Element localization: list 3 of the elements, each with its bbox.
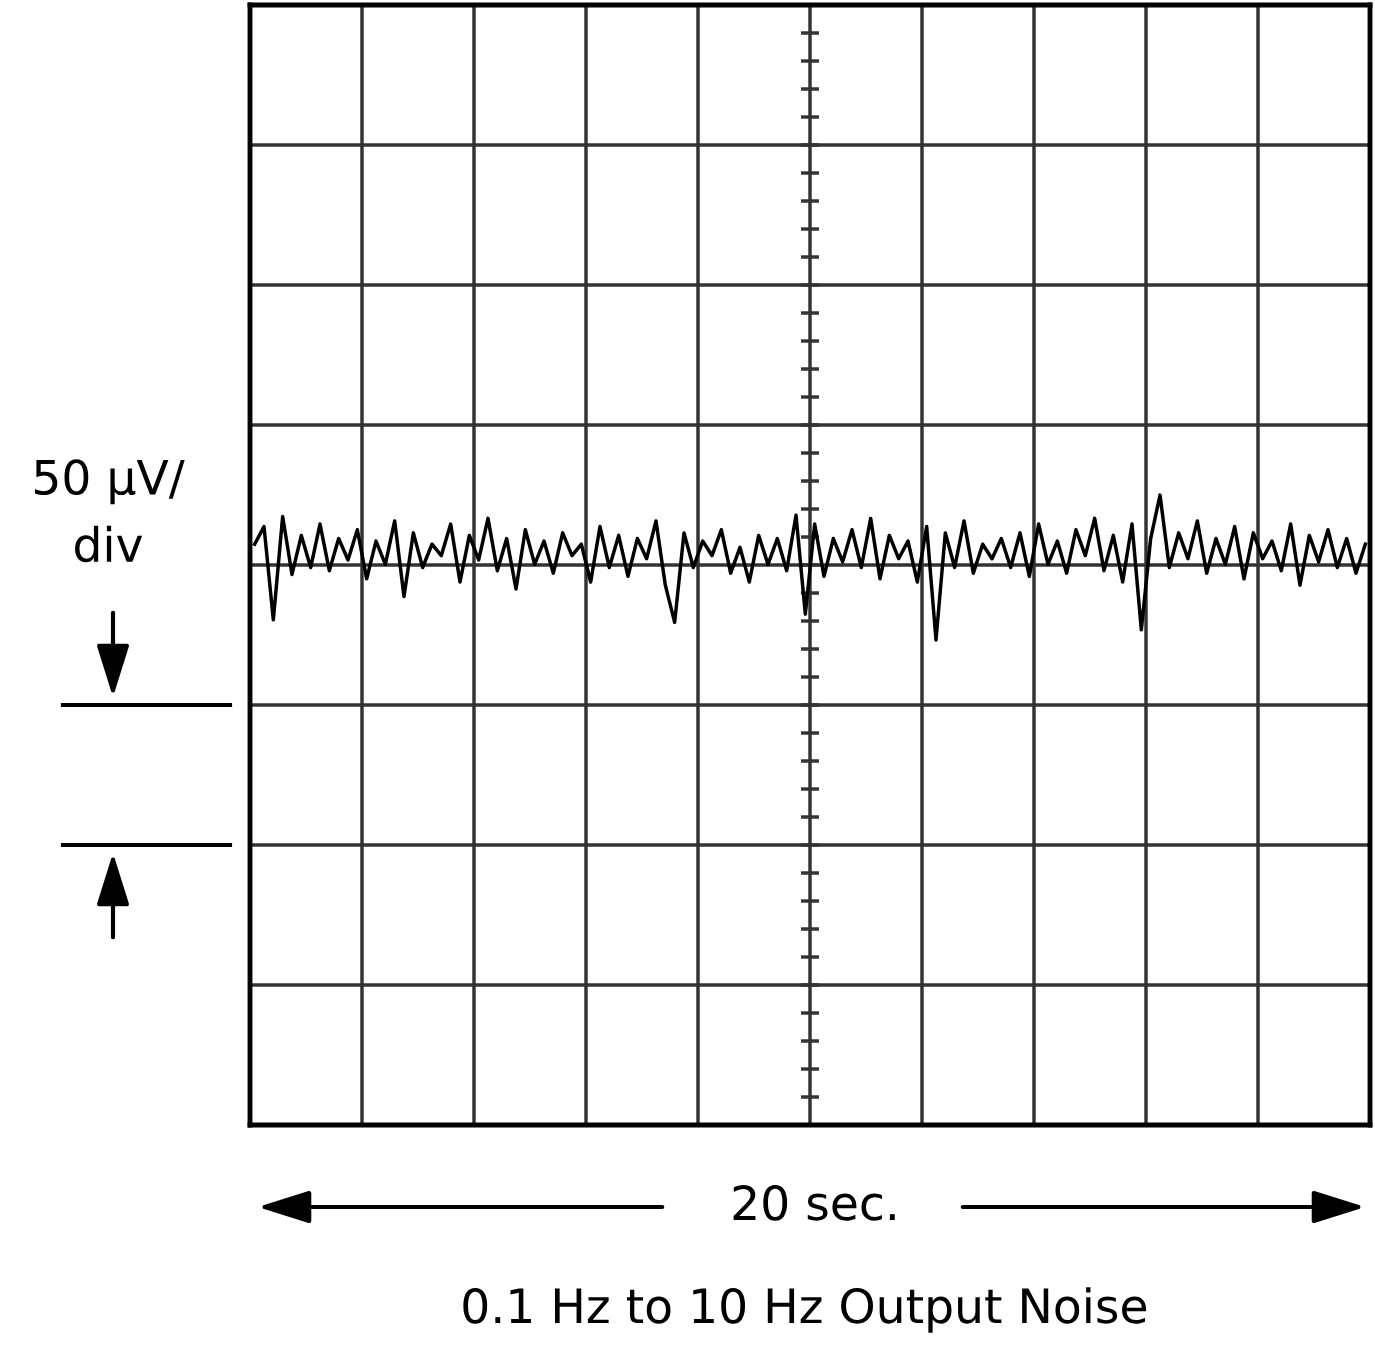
text: 50 μV/ div	[34, 459, 185, 563]
text: 0.1 Hz to 10 Hz Output Noise	[463, 1287, 1146, 1333]
text: 20 sec.	[733, 1184, 895, 1221]
